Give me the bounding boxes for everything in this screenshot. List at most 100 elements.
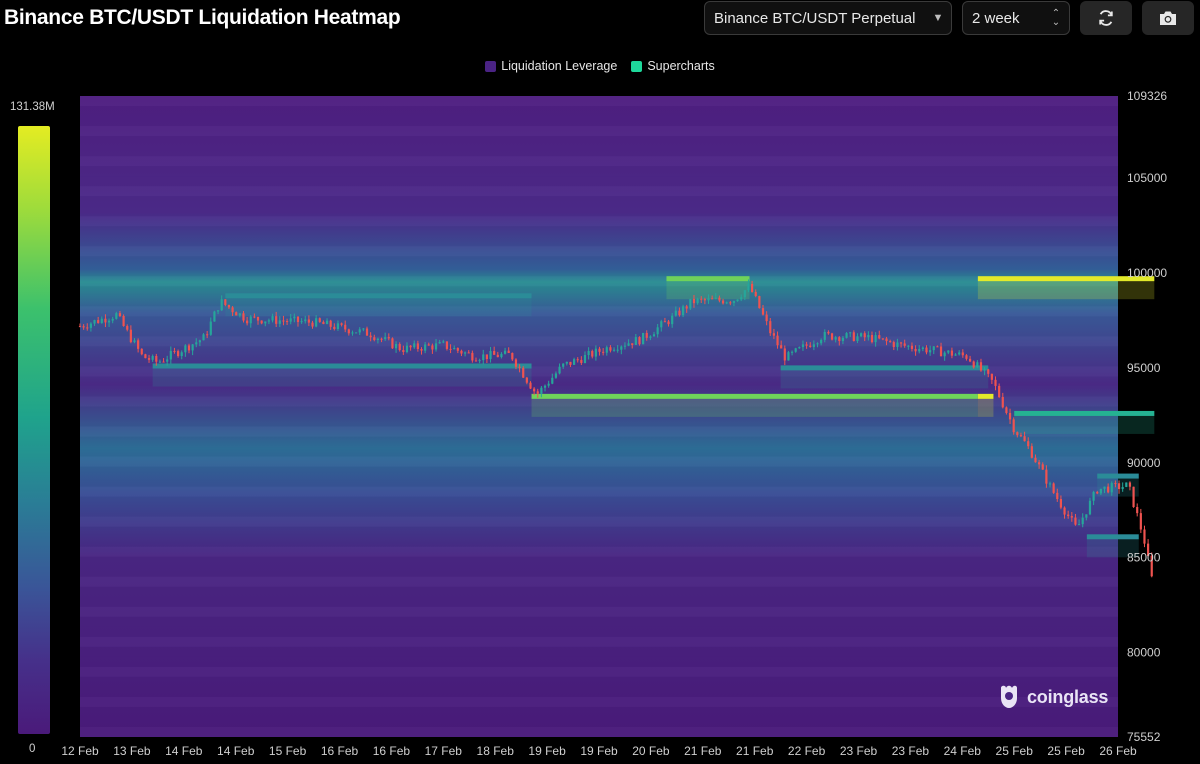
x-tick-label: 26 Feb [1099,744,1137,758]
candle [147,358,151,360]
candle [820,339,823,344]
candle [652,334,656,337]
y-tick-label: 90000 [1127,456,1161,470]
candle [93,320,96,324]
candle [89,323,92,328]
liquidation-band-glow [1086,539,1139,558]
candle [235,312,238,316]
legend-item-supercharts[interactable]: Supercharts [631,59,715,73]
candle [998,385,1001,398]
candle [1012,419,1015,433]
screenshot-button[interactable] [1142,1,1194,35]
candle [725,302,728,304]
candle [293,316,296,319]
liquidation-band-glow [977,398,994,417]
candle [645,332,648,338]
heatmap-strip [80,146,1118,156]
candle [140,348,143,355]
heatmap-strip [80,677,1118,687]
candle [238,313,241,316]
candle [384,337,387,340]
candle [620,346,623,350]
candle [780,345,783,349]
candle [1001,397,1004,408]
candle [206,334,209,336]
candle [790,351,794,353]
candle [660,321,663,328]
pair-select[interactable]: Binance BTC/USDT Perpetual ▼ [704,1,952,35]
candle [82,326,85,328]
candle [889,341,892,343]
range-select-label: 2 week [972,9,1020,27]
x-tick-label: 16 Feb [321,744,359,758]
candle [500,353,503,358]
candle [522,367,525,378]
candle [798,347,801,349]
candle [758,296,761,309]
heatmap-strip [80,306,1118,316]
candle [249,316,252,324]
candle [587,351,590,356]
heatmap-strip [80,96,1118,106]
x-tick-label: 14 Feb [165,744,203,758]
candle [558,366,561,374]
candle [1059,499,1063,508]
candle [1070,516,1073,518]
candle [213,311,216,322]
heatmap-strip [80,226,1118,236]
heatmap-strip [80,647,1118,657]
candle [551,377,554,384]
candle [939,346,943,357]
y-tick-label: 95000 [1127,361,1161,375]
heatmap-strip [80,707,1118,717]
candle [591,351,594,357]
candle [1139,513,1142,530]
candle [703,299,706,301]
y-tick-label: 109326 [1127,89,1167,103]
candle [224,299,227,305]
candle [278,320,281,324]
candle [845,333,848,338]
legend-label: Liquidation Leverage [501,59,618,73]
heatmap-strip [80,687,1118,697]
heatmap-strip [80,477,1118,487]
heatmap-strip [80,417,1118,427]
candle [300,321,303,323]
candle [1041,464,1044,470]
candle [729,302,732,304]
heatmap-strip [80,587,1118,597]
heatmap-strip [80,316,1118,326]
candle [347,329,350,334]
heatmap-strip [80,336,1118,346]
liquidation-band-glow [225,298,532,317]
candle [1016,432,1019,436]
chart-legend: Liquidation Leverage Supercharts [0,59,1200,73]
candle [325,320,329,325]
y-tick-label: 75552 [1127,730,1161,744]
candle [86,327,89,329]
legend-item-liquidation-leverage[interactable]: Liquidation Leverage [485,59,617,73]
heatmap-strip [80,356,1118,366]
candle [456,348,459,351]
candle [642,332,645,345]
candle [801,344,805,348]
candle [162,361,165,363]
candle [503,350,507,354]
candle [405,345,409,353]
refresh-button[interactable] [1080,1,1132,35]
heatmap-strip [80,617,1118,627]
candle [809,345,812,347]
heatmap-strip [80,196,1118,206]
candle [958,352,961,355]
heatmap-strip [80,427,1118,437]
candle [129,329,132,343]
candle [1063,507,1066,515]
candle [220,299,223,311]
x-tick-label: 13 Feb [113,744,151,758]
range-select[interactable]: 2 week ⌃ ⌄ [962,1,1070,35]
candle [518,366,521,368]
heatmap-strip [80,627,1118,637]
candle [609,347,612,351]
candle [242,313,245,321]
